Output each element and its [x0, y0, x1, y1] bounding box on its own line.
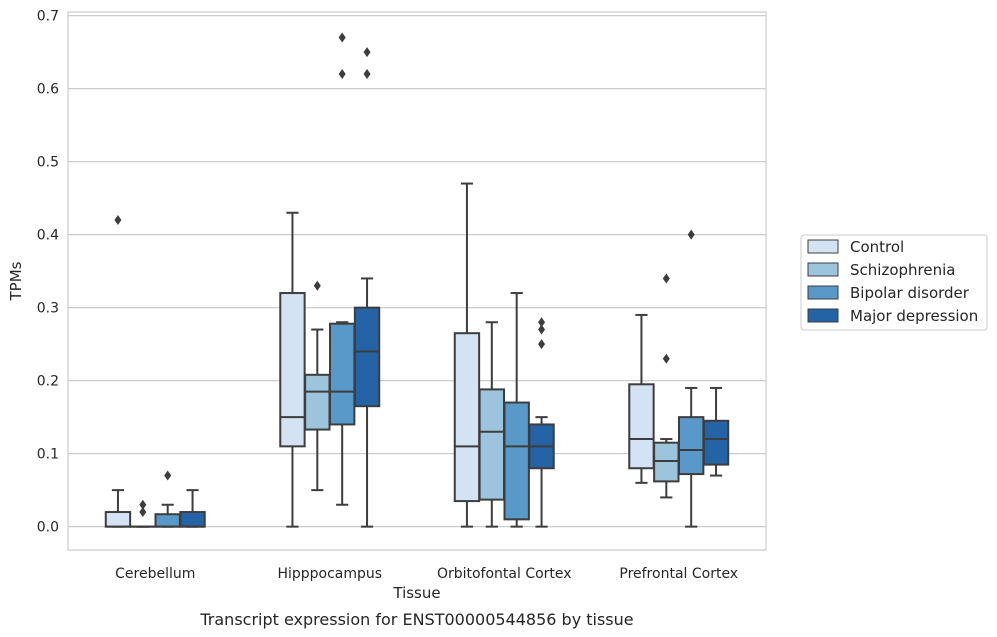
- box-major-depression: [528, 317, 555, 528]
- box-schizophrenia: [129, 499, 157, 528]
- outlier-point: [538, 324, 546, 335]
- iqr-box: [702, 419, 730, 466]
- iqr-box: [154, 513, 181, 528]
- box-schizophrenia: [653, 273, 680, 499]
- x-tick-label: Cerebellum: [115, 566, 195, 582]
- outlier-point: [363, 47, 371, 58]
- outlier-point: [662, 353, 670, 364]
- outlier-point: [139, 507, 147, 518]
- box-bipolar-disorder: [328, 32, 356, 506]
- outlier-point: [313, 280, 321, 291]
- box-major-depression: [353, 47, 381, 528]
- legend-label: Bipolar disorder: [850, 284, 970, 302]
- box-major-depression: [179, 489, 206, 528]
- y-tick-label: 0.6: [37, 82, 59, 98]
- box-control: [628, 313, 655, 484]
- iqr-box: [677, 416, 705, 476]
- legend-label: Control: [850, 238, 904, 256]
- iqr-box: [328, 322, 356, 426]
- box-groups: [104, 32, 730, 528]
- plot-frame: [67, 11, 767, 551]
- outlier-point: [687, 229, 695, 240]
- legend-swatch: [807, 285, 839, 300]
- iqr-box: [179, 511, 206, 528]
- y-tick-label: 0.4: [37, 228, 59, 244]
- y-tick-label: 0.0: [37, 520, 59, 536]
- x-tick-labels: Cerebellum Hipppocampus Orbitofontal Corte…: [115, 566, 738, 582]
- outlier-point: [114, 215, 122, 226]
- legend-swatch: [807, 308, 839, 323]
- iqr-box: [628, 383, 655, 470]
- x-tick-label: Hipppocampus: [277, 566, 382, 582]
- y-tick-label: 0.1: [37, 447, 59, 463]
- box-schizophrenia: [304, 280, 331, 492]
- legend-swatch: [807, 262, 839, 277]
- outlier-point: [164, 470, 172, 481]
- legend-swatch: [807, 239, 839, 254]
- y-tick-labels: 0.0 0.1 0.2 0.3 0.4 0.5 0.6 0.7: [37, 9, 59, 536]
- outlier-point: [139, 499, 147, 510]
- legend: Control Schizophrenia Bipolar disorder Majo…: [800, 234, 988, 331]
- outlier-point: [538, 339, 546, 350]
- box-bipolar-disorder: [503, 292, 530, 528]
- x-tick-label: Prefrontal Cortex: [619, 566, 738, 582]
- outlier-point: [538, 317, 546, 328]
- outlier-point: [338, 32, 346, 43]
- box-control: [104, 215, 132, 528]
- y-tick-label: 0.5: [37, 155, 59, 171]
- legend-label: Major depression: [850, 307, 978, 325]
- iqr-box: [279, 292, 306, 448]
- y-tick-label: 0.7: [37, 9, 59, 25]
- x-axis-label: Tissue: [392, 584, 440, 602]
- y-tick-label: 0.3: [37, 301, 59, 317]
- x-tick-label: Orbitofontal Cortex: [437, 566, 572, 582]
- iqr-box: [653, 441, 680, 483]
- outlier-point: [338, 69, 346, 80]
- iqr-box: [353, 306, 381, 408]
- iqr-box: [453, 332, 481, 503]
- chart-caption: Transcript expression for ENST0000054485…: [199, 610, 633, 629]
- iqr-box: [304, 373, 331, 431]
- box-control: [453, 182, 481, 528]
- iqr-box: [478, 388, 506, 501]
- y-tick-label: 0.2: [37, 374, 59, 390]
- box-major-depression: [702, 386, 730, 477]
- box-bipolar-disorder: [677, 229, 705, 528]
- outlier-point: [662, 273, 670, 284]
- box-control: [279, 211, 306, 528]
- legend-label: Schizophrenia: [850, 261, 955, 279]
- y-axis-label: TPMs: [7, 261, 25, 301]
- iqr-box: [104, 511, 132, 528]
- iqr-box: [503, 401, 530, 521]
- outlier-point: [363, 69, 371, 80]
- legend-frame: [800, 234, 988, 331]
